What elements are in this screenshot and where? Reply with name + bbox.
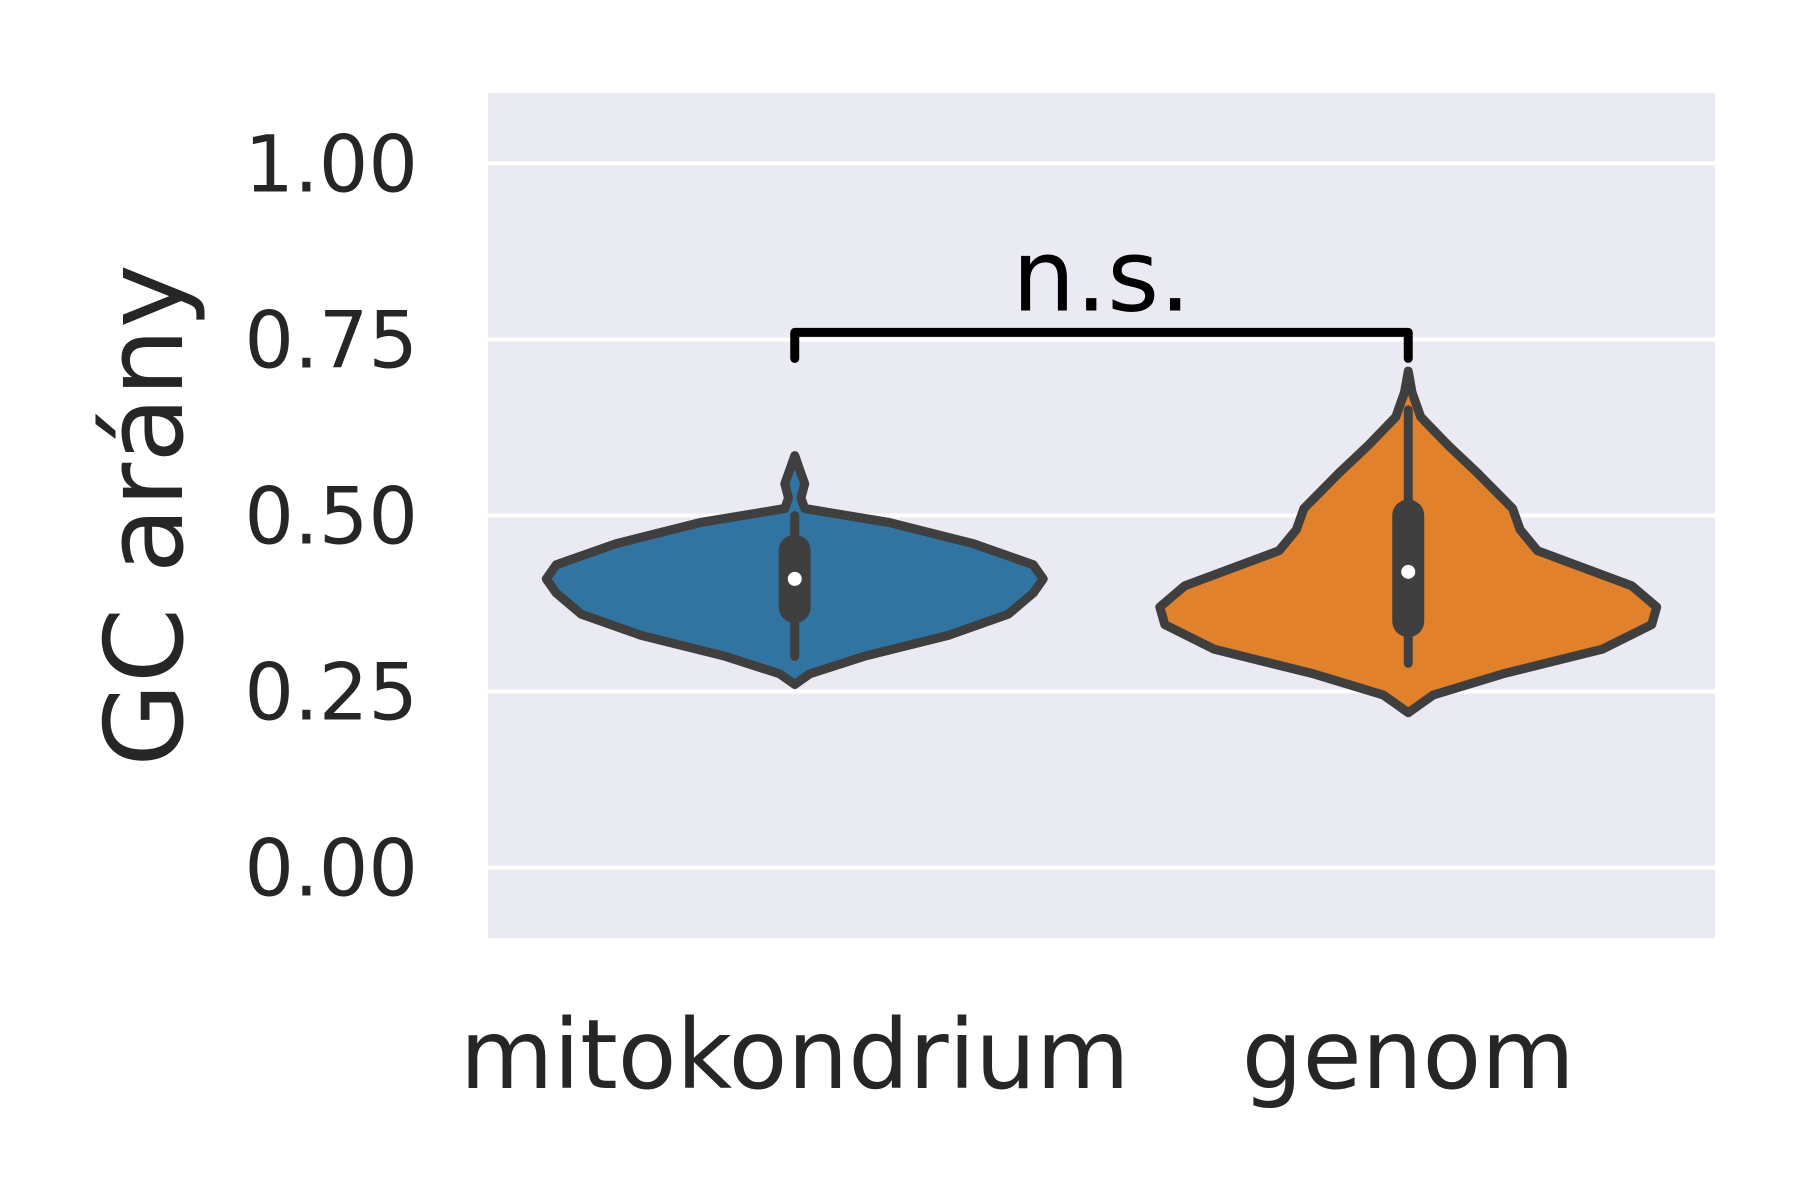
y-tick-label: 0.75 [244,296,418,386]
significance-label: n.s. [1012,217,1191,334]
significance-annotation: n.s. [790,217,1413,363]
violins [541,366,1662,718]
x-axis-ticks: mitokondrium genom [460,999,1575,1111]
y-tick-label: 1.00 [244,120,418,210]
y-tick-label: 0.50 [244,473,418,563]
y-tick-label: 0.25 [244,649,418,739]
y-axis-ticks: 0.00 0.25 0.50 0.75 1.00 [244,120,418,914]
x-tick-label: genom [1242,999,1575,1111]
violin-median-point [1401,564,1416,579]
significance-bracket [790,327,1413,363]
y-tick-label: 0.00 [244,825,418,915]
x-tick-label: mitokondrium [460,999,1130,1111]
y-axis-label: GC arány [83,264,208,767]
violin-median-point [787,571,802,586]
